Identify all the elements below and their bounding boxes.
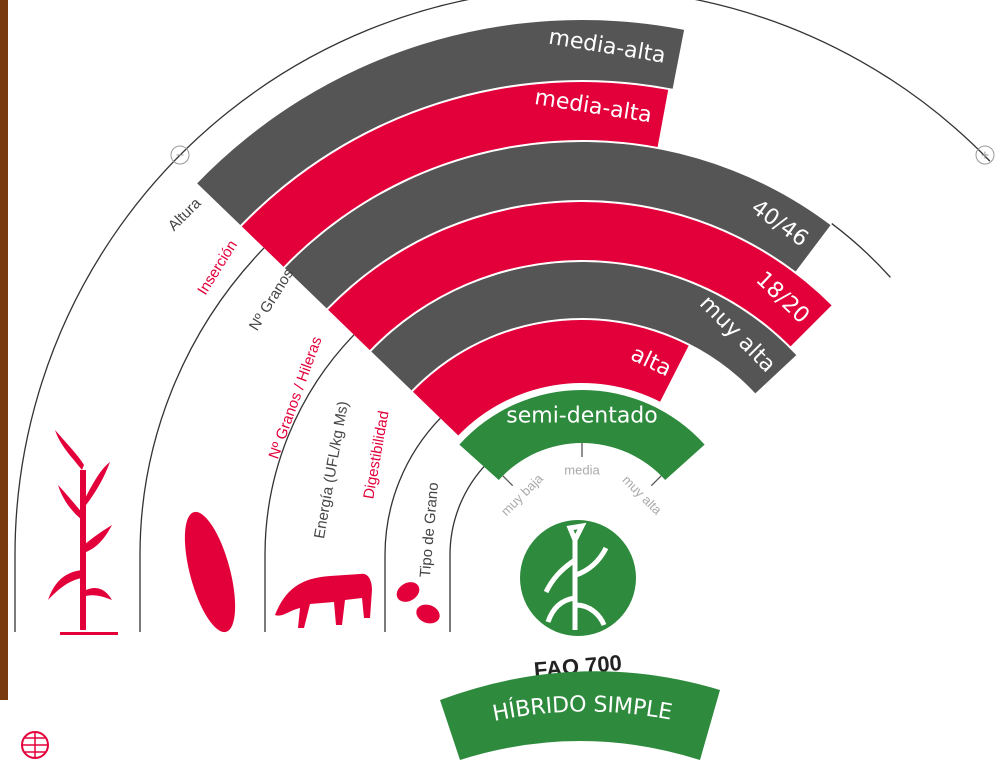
scale-tick: [503, 476, 513, 486]
ring-label: Tipo de Grano: [417, 482, 442, 578]
ring-label: Altura: [165, 194, 205, 234]
scale-tick: [651, 476, 661, 486]
edge-strip: [0, 0, 8, 700]
ring-label: Nº Granos / Hileras: [265, 334, 325, 461]
grain-icon: [393, 578, 423, 606]
ring-label: Nº Granos: [246, 266, 297, 334]
ring-label: Inserción: [194, 237, 241, 298]
leaves: [48, 430, 112, 600]
grain-icon: [414, 601, 443, 626]
ring-label: Digestibilidad: [360, 410, 392, 501]
band-value: semi-dentado: [506, 404, 657, 429]
cob-icon: [175, 507, 246, 637]
arc-line: [450, 463, 487, 555]
scale-label: media: [564, 462, 600, 477]
max-symbol: +: [981, 147, 989, 163]
arc-line: [832, 224, 891, 278]
ring-label: Energía (UFL/kg Ms): [311, 400, 352, 540]
cow-icon: [275, 574, 372, 628]
min-symbol: −: [176, 147, 184, 163]
infographic: media-altamedia-alta40/4618/20muy altaal…: [0, 0, 1003, 760]
